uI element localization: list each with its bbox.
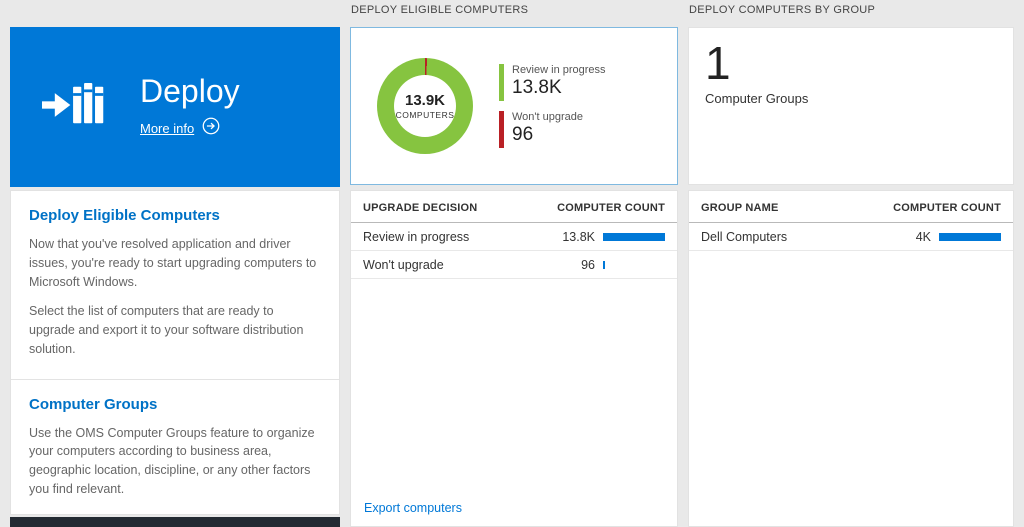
legend-label: Won't upgrade [512, 111, 584, 123]
group-count: 1 [705, 37, 731, 89]
legend-swatch-red [499, 111, 504, 148]
partial-next-tile [10, 517, 340, 527]
deploy-icon [42, 81, 106, 134]
group-name-table: GROUP NAME COMPUTER COUNT Dell Computers… [688, 190, 1014, 527]
count-bar [939, 232, 1001, 241]
deploy-tile[interactable]: Deploy More info [10, 27, 340, 187]
count-bar-track [603, 232, 665, 241]
donut-chart: 13.9K COMPUTERS [377, 58, 473, 154]
column-header-upgrade-decision: UPGRADE DECISION [363, 202, 478, 214]
row-value: 13.8K [562, 229, 595, 244]
section-computer-groups: Computer Groups Use the OMS Computer Gro… [11, 380, 339, 520]
donut-unit: COMPUTERS [395, 110, 455, 120]
count-bar [603, 232, 665, 241]
section-paragraph: Now that you've resolved application and… [29, 237, 317, 289]
arrow-circle-icon[interactable] [202, 117, 220, 140]
export-computers-link[interactable]: Export computers [364, 501, 462, 515]
legend-label: Review in progress [512, 64, 606, 76]
section-heading: Computer Groups [29, 395, 158, 413]
column-header-group-name: GROUP NAME [701, 202, 779, 214]
column-header-computer-count: COMPUTER COUNT [557, 202, 665, 214]
computer-groups-tile[interactable]: 1 Computer Groups [688, 27, 1014, 185]
upgrade-decision-table: UPGRADE DECISION COMPUTER COUNT Review i… [350, 190, 678, 527]
count-bar-track [939, 232, 1001, 241]
more-info-link[interactable]: More info [140, 121, 195, 137]
column-header-computer-count: COMPUTER COUNT [893, 202, 1001, 214]
table-row[interactable]: Review in progress 13.8K [351, 223, 677, 251]
section-paragraph: Use the OMS Computer Groups feature to o… [29, 425, 315, 496]
donut-center: 13.9K COMPUTERS [394, 75, 456, 137]
table-header: GROUP NAME COMPUTER COUNT [689, 191, 1013, 223]
eligible-computers-donut-tile[interactable]: 13.9K COMPUTERS Review in progress 13.8K… [350, 27, 678, 185]
section-heading: Deploy Eligible Computers [29, 207, 220, 224]
legend-value: 96 [512, 124, 534, 145]
row-label: Review in progress [363, 229, 470, 244]
deploy-description-panel: Deploy Eligible Computers Now that you'v… [10, 190, 340, 520]
legend-item-wont-upgrade: Won't upgrade 96 [499, 111, 606, 148]
middle-column-header: DEPLOY ELIGIBLE COMPUTERS [351, 4, 529, 16]
tile-title: Deploy [140, 72, 240, 109]
donut-legend: Review in progress 13.8K Won't upgrade 9… [499, 64, 606, 148]
group-count-label: Computer Groups [705, 90, 809, 106]
table-row[interactable]: Won't upgrade 96 [351, 251, 677, 279]
row-value: 96 [581, 257, 595, 272]
row-label: Won't upgrade [363, 257, 444, 272]
legend-item-review: Review in progress 13.8K [499, 64, 606, 101]
table-header: UPGRADE DECISION COMPUTER COUNT [351, 191, 677, 223]
legend-value: 13.8K [512, 77, 562, 98]
table-row[interactable]: Dell Computers 4K [689, 223, 1013, 251]
right-column-header: DEPLOY COMPUTERS BY GROUP [689, 4, 876, 16]
section-paragraph: Select the list of computers that are re… [29, 304, 304, 356]
row-label: Dell Computers [701, 229, 788, 244]
row-value: 4K [915, 229, 931, 244]
section-deploy-eligible: Deploy Eligible Computers Now that you'v… [11, 191, 339, 380]
count-bar-track [603, 260, 665, 269]
legend-swatch-green [499, 64, 504, 101]
donut-total: 13.9K [404, 92, 446, 109]
count-bar [603, 260, 605, 269]
